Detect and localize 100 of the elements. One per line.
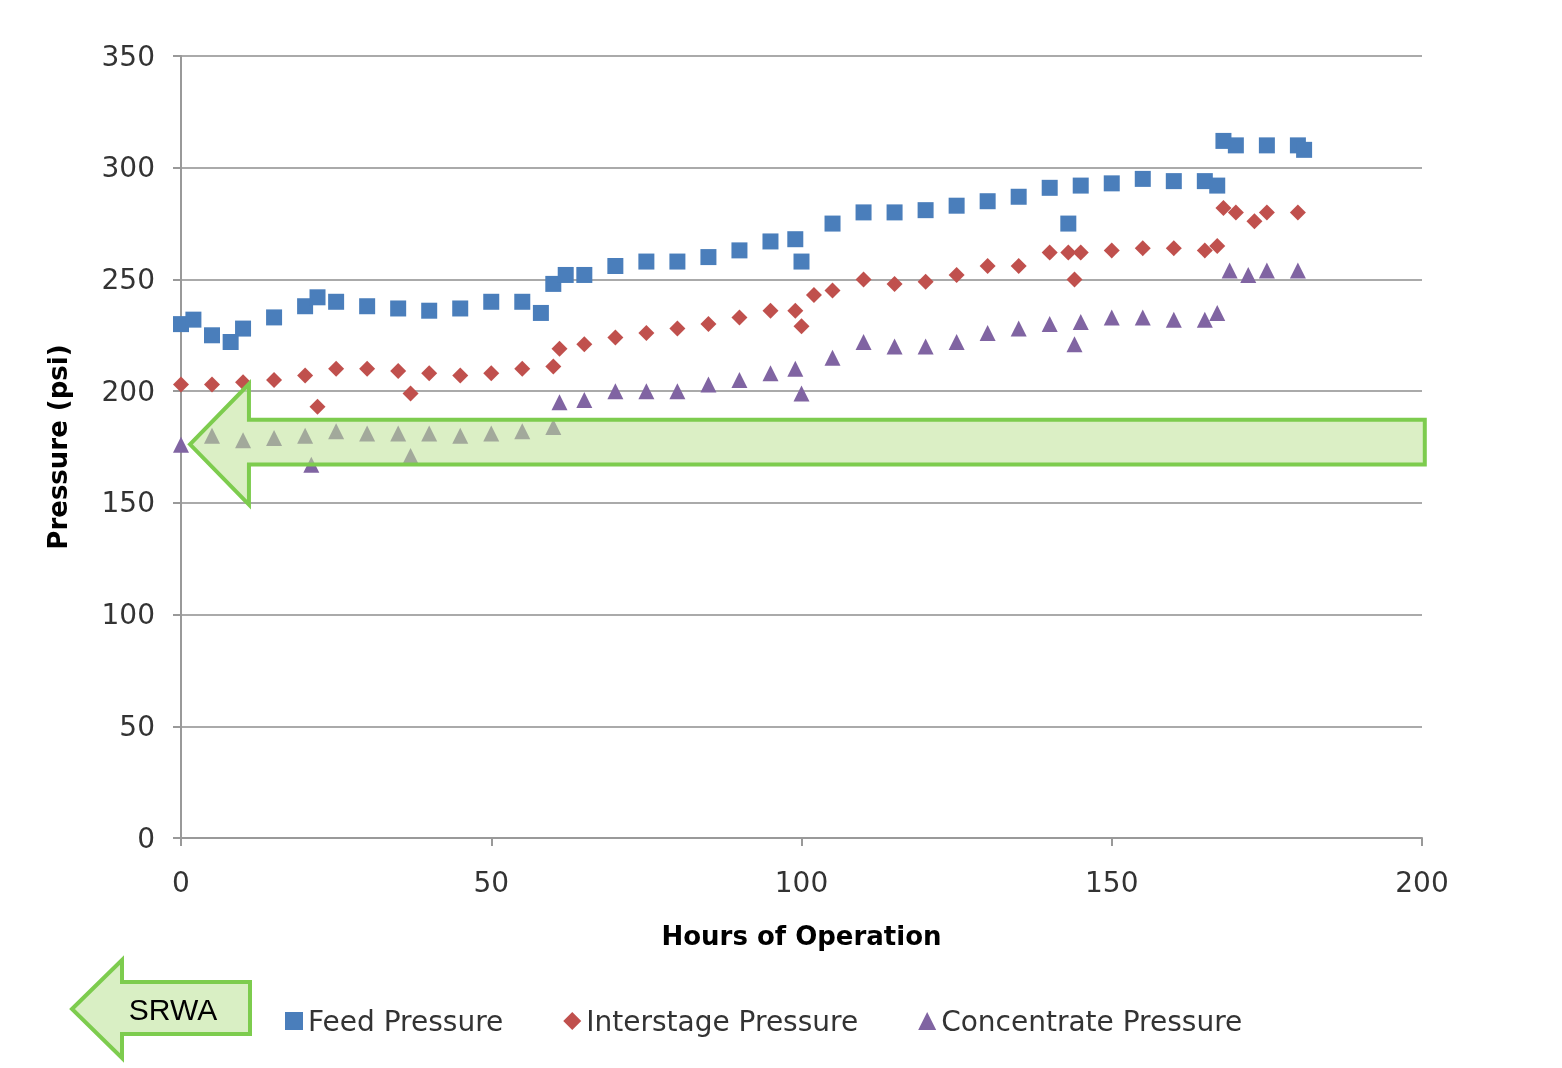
point (948, 333, 965, 350)
point (1103, 175, 1120, 192)
point (297, 367, 314, 384)
point (948, 197, 965, 214)
point (1258, 137, 1275, 154)
point (762, 302, 779, 319)
y-tick-label: 200 (101, 374, 155, 408)
point (576, 336, 593, 353)
point (235, 432, 252, 449)
point (979, 325, 996, 342)
point (1165, 240, 1182, 257)
point (917, 202, 934, 219)
legend-label: Interstage Pressure (586, 1004, 859, 1038)
point (669, 253, 686, 270)
point (483, 365, 500, 382)
point (793, 385, 810, 402)
point (452, 427, 469, 444)
point (1240, 266, 1257, 283)
point (731, 242, 748, 259)
point (1209, 304, 1226, 321)
point (669, 320, 686, 337)
y-tick-label: 300 (101, 151, 155, 185)
point (1010, 258, 1027, 275)
point (235, 374, 252, 391)
point (266, 430, 283, 447)
point (1258, 262, 1275, 279)
point (824, 349, 841, 366)
point (204, 427, 221, 444)
point (1227, 137, 1244, 154)
point (1215, 199, 1232, 216)
point (638, 253, 655, 270)
point (328, 293, 345, 310)
point (793, 318, 810, 335)
point (1066, 271, 1083, 288)
point (390, 300, 407, 317)
point (787, 360, 804, 377)
point (607, 329, 624, 346)
point (1227, 204, 1244, 221)
point (700, 316, 717, 333)
point (514, 423, 531, 440)
point (1060, 244, 1077, 261)
point (297, 298, 314, 315)
point (1072, 177, 1089, 194)
x-tick-label: 50 (473, 865, 510, 899)
point (421, 365, 438, 382)
point (787, 231, 804, 248)
point (1010, 188, 1027, 205)
point (235, 320, 252, 337)
point (1289, 204, 1306, 221)
point (607, 258, 624, 275)
point (824, 215, 841, 232)
point (1246, 213, 1263, 230)
point (1066, 336, 1083, 353)
point (1221, 262, 1238, 279)
point (1258, 204, 1275, 221)
point (638, 325, 655, 342)
point (328, 423, 345, 440)
point (1041, 244, 1058, 261)
point (514, 293, 531, 310)
point (700, 376, 717, 393)
point (886, 338, 903, 355)
point (483, 293, 500, 310)
point (855, 333, 872, 350)
point (297, 427, 314, 444)
point (514, 360, 531, 377)
point (607, 383, 624, 400)
x-tick-label: 200 (1395, 865, 1449, 899)
point (576, 266, 593, 283)
point (359, 298, 376, 315)
point (1041, 316, 1058, 333)
point (551, 394, 568, 411)
point (855, 271, 872, 288)
x-tick-label: 0 (172, 865, 190, 899)
y-tick-label: 50 (119, 709, 155, 743)
point (886, 275, 903, 292)
point (1296, 141, 1313, 158)
legend-label: Feed Pressure (308, 1004, 504, 1038)
point (402, 385, 419, 402)
point (731, 371, 748, 388)
y-tick-label: 0 (137, 821, 155, 855)
point (390, 425, 407, 442)
point (1209, 177, 1226, 194)
point (886, 204, 903, 221)
point (551, 340, 568, 357)
point (979, 193, 996, 210)
point (1134, 309, 1151, 326)
point (762, 233, 779, 250)
y-tick-label: 250 (101, 262, 155, 296)
left-arrow-label: SRWA (69, 955, 252, 1063)
x-tick-label: 100 (774, 865, 829, 899)
point (1165, 311, 1182, 328)
point (669, 383, 686, 400)
y-tick-label: 150 (101, 486, 155, 520)
point (917, 338, 934, 355)
point (1041, 179, 1058, 196)
point (1165, 173, 1182, 190)
point (855, 204, 872, 221)
point (700, 249, 717, 266)
point (787, 302, 804, 319)
point (1072, 244, 1089, 261)
